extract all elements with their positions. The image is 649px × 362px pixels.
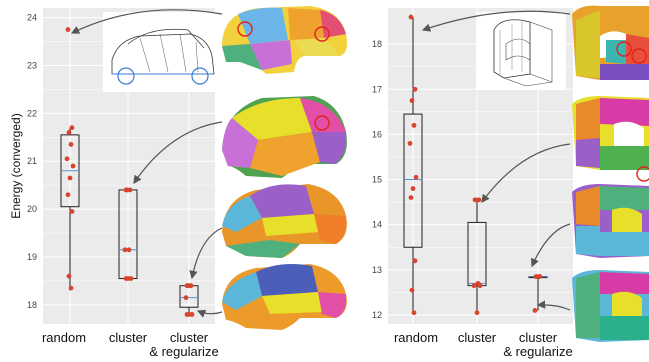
bracket-segmentation-cluster-regularize-a <box>572 184 649 258</box>
left-x-label-cluster: cluster <box>109 330 148 345</box>
data-point <box>532 308 538 313</box>
data-point <box>68 142 74 147</box>
right-y-tick-12: 12 <box>372 310 382 320</box>
data-point <box>64 156 70 162</box>
arrow-right-cluster <box>481 143 571 203</box>
data-point <box>124 187 130 193</box>
car-segmentation-cluster-regularize-b <box>222 264 347 330</box>
data-point <box>408 14 414 20</box>
data-point <box>126 247 132 253</box>
data-point <box>412 258 418 264</box>
data-point <box>68 285 74 291</box>
data-point <box>187 283 193 289</box>
right-points <box>407 14 543 316</box>
left-y-tick-20: 20 <box>27 204 37 214</box>
left-y-tick-labels: 18 19 20 21 22 23 24 <box>27 13 37 310</box>
data-point <box>183 295 189 301</box>
car-wireframe-inset <box>103 12 221 92</box>
right-y-tick-14: 14 <box>372 220 382 230</box>
data-point <box>409 287 415 293</box>
data-point <box>70 163 76 169</box>
box <box>403 113 423 248</box>
data-point <box>413 174 419 180</box>
right-y-tick-13: 13 <box>372 265 382 275</box>
data-point <box>122 247 128 253</box>
data-point <box>536 274 542 279</box>
data-point <box>410 186 416 191</box>
data-point <box>471 283 477 289</box>
left-x-label-cluster-regularize: cluster & regularize <box>149 330 218 359</box>
bracket-segmentation-cluster-regularize-b <box>572 270 649 342</box>
data-point <box>65 27 71 32</box>
left-y-tick-19: 19 <box>27 252 37 262</box>
left-y-axis-label: Energy (converged) <box>9 113 23 218</box>
data-point <box>411 122 417 128</box>
right-x-label-cluster: cluster <box>458 330 497 345</box>
bracket-segmentation-cluster <box>572 96 649 182</box>
data-point <box>123 276 129 281</box>
data-point <box>409 98 415 103</box>
left-y-tick-21: 21 <box>27 156 37 166</box>
right-y-tick-labels: 12 13 14 15 16 17 18 <box>372 39 382 320</box>
data-point <box>473 197 479 203</box>
data-point <box>184 312 190 317</box>
right-y-tick-17: 17 <box>372 84 382 94</box>
arrow-right-cluster-regularize-b <box>536 300 571 311</box>
data-point <box>474 310 480 316</box>
arrow-cluster-regularize-a <box>189 227 223 280</box>
bracket-segmentation-random <box>572 5 649 81</box>
right-y-tick-16: 16 <box>372 129 382 139</box>
arrow-random <box>70 9 223 34</box>
right-y-tick-18: 18 <box>372 39 382 49</box>
data-point <box>69 125 75 131</box>
left-arrows <box>70 9 223 318</box>
data-point <box>412 86 418 92</box>
data-point <box>69 209 75 214</box>
right-y-tick-15: 15 <box>372 175 382 185</box>
box <box>467 221 487 287</box>
arrow-cluster <box>133 121 223 184</box>
left-points <box>64 27 195 317</box>
right-arrows <box>421 10 571 311</box>
data-point <box>66 273 72 279</box>
data-point <box>65 192 71 198</box>
right-boxes <box>403 17 548 313</box>
right-x-label-random: random <box>394 330 438 345</box>
car-segmentation-random <box>222 6 348 74</box>
right-x-label-cluster-regularize: cluster & regularize <box>503 330 572 359</box>
arrow-cluster-regularize-b <box>196 309 223 318</box>
car-segmentation-cluster-regularize-a <box>222 184 347 258</box>
left-y-tick-24: 24 <box>27 13 37 23</box>
data-point <box>66 130 72 135</box>
data-point <box>477 283 483 289</box>
data-point <box>67 175 73 181</box>
car-segmentation-cluster <box>222 96 347 178</box>
bracket-wireframe-inset <box>476 12 566 90</box>
left-y-tick-23: 23 <box>27 60 37 70</box>
arrow-right-random <box>421 10 571 32</box>
left-y-tick-22: 22 <box>27 108 37 118</box>
data-point <box>408 195 414 201</box>
arrow-right-cluster-regularize-a <box>531 223 571 268</box>
data-point <box>411 310 417 316</box>
left-x-label-random: random <box>42 330 86 345</box>
data-point <box>407 141 413 146</box>
left-y-tick-18: 18 <box>27 300 37 310</box>
